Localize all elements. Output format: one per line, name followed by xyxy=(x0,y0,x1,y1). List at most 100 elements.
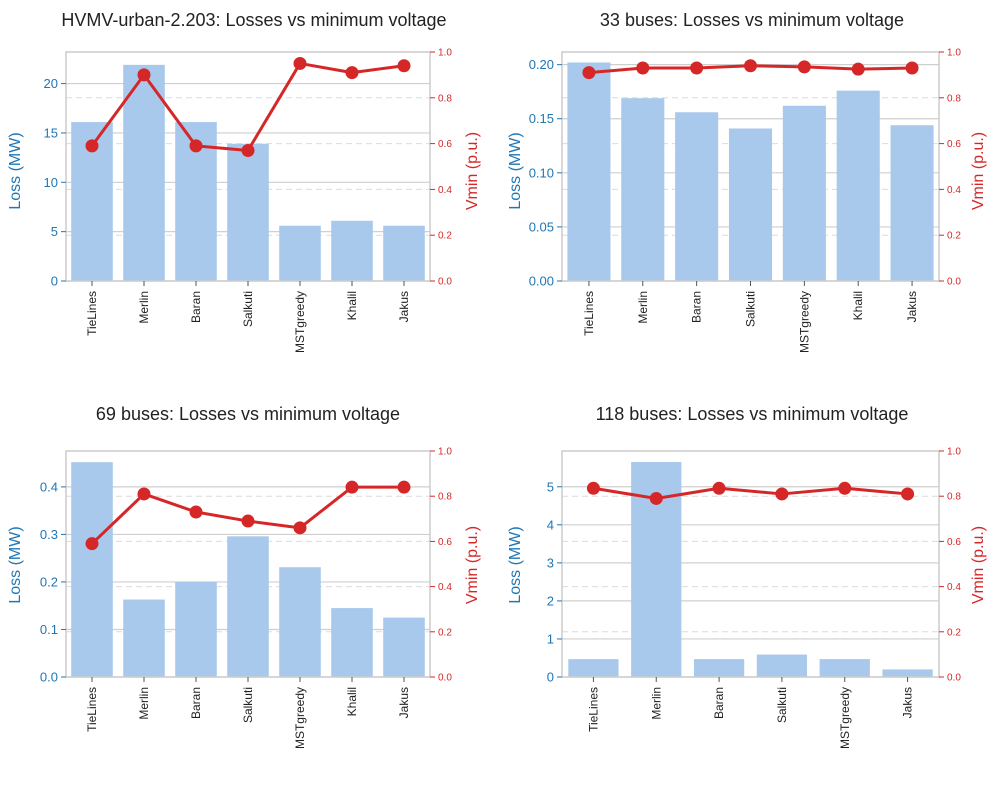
tick-label-vmin: 1.0 xyxy=(438,48,452,59)
loss-bar xyxy=(279,567,321,677)
tick-label-vmin: 0.6 xyxy=(438,537,452,548)
chart-panel-33-buses: 33 buses: Losses vs minimum voltage Loss… xyxy=(507,10,987,353)
category-label: Salkuti xyxy=(241,687,255,723)
chart-panel-69-buses: 69 buses: Losses vs minimum voltage Loss… xyxy=(7,404,481,749)
tick-label-loss: 15 xyxy=(44,125,58,140)
category-label: TieLines xyxy=(85,291,99,336)
y-axis-label-vmin: Vmin (p.u.) xyxy=(464,526,481,604)
tick-label-loss: 1 xyxy=(547,631,554,646)
vmin-point xyxy=(345,480,359,494)
loss-bar xyxy=(227,536,269,677)
tick-label-vmin: 0.6 xyxy=(947,537,961,548)
tick-label-vmin: 1.0 xyxy=(947,48,961,59)
vmin-point xyxy=(586,481,600,495)
vmin-point xyxy=(85,537,99,551)
y-axis-label-loss: Loss (MW) xyxy=(507,526,524,603)
loss-bar xyxy=(383,225,425,281)
tick-label-loss: 10 xyxy=(44,175,58,190)
loss-bar xyxy=(728,128,773,281)
tick-label-vmin: 1.0 xyxy=(438,447,452,458)
plot-frame xyxy=(561,450,940,678)
vmin-point xyxy=(293,521,307,535)
vmin-point xyxy=(838,481,852,495)
tick-label-loss: 0.0 xyxy=(40,670,58,685)
vmin-point xyxy=(345,66,359,80)
category-label: MSTgreedy xyxy=(797,291,811,353)
chart-title: 69 buses: Losses vs minimum voltage xyxy=(96,404,400,424)
tick-label-vmin: 0.2 xyxy=(438,231,452,242)
y-axis-label-vmin: Vmin (p.u.) xyxy=(970,526,987,604)
loss-bar xyxy=(693,659,745,677)
category-label: TieLines xyxy=(582,291,596,336)
tick-label-loss: 3 xyxy=(547,555,554,570)
tick-label-vmin: 0.6 xyxy=(438,139,452,150)
vmin-point xyxy=(636,61,650,75)
vmin-point xyxy=(582,66,596,80)
tick-label-vmin: 0.4 xyxy=(947,185,961,196)
category-label: Jakus xyxy=(901,687,915,718)
chart-panel-hvmv-urban: HVMV-urban-2.203: Losses vs minimum volt… xyxy=(7,10,481,353)
category-label: TieLines xyxy=(586,687,600,732)
category-label: MSTgreedy xyxy=(838,687,852,749)
vmin-point xyxy=(137,68,151,82)
y-axis-label-loss: Loss (MW) xyxy=(507,132,524,209)
vmin-point xyxy=(397,480,411,494)
vmin-point xyxy=(241,514,255,528)
vmin-point xyxy=(189,505,203,519)
category-label: Merlin xyxy=(649,687,663,720)
tick-label-vmin: 0.2 xyxy=(947,231,961,242)
tick-label-loss: 0.1 xyxy=(40,622,58,637)
tick-label-loss: 0.05 xyxy=(529,219,554,234)
tick-label-loss: 4 xyxy=(547,517,554,532)
vmin-point xyxy=(85,139,99,153)
tick-label-loss: 5 xyxy=(547,479,554,494)
chart-title: 118 buses: Losses vs minimum voltage xyxy=(596,404,909,424)
loss-bar xyxy=(123,64,165,281)
loss-bar xyxy=(882,669,933,677)
vmin-line xyxy=(593,486,908,500)
tick-label-loss: 20 xyxy=(44,76,58,91)
chart-title: HVMV-urban-2.203: Losses vs minimum volt… xyxy=(61,10,446,30)
vmin-point xyxy=(797,60,811,74)
tick-label-vmin: 0.4 xyxy=(438,185,452,196)
y-axis-label-loss: Loss (MW) xyxy=(7,132,24,209)
loss-bar xyxy=(567,62,611,282)
loss-bar xyxy=(836,90,880,281)
vmin-point xyxy=(137,487,151,501)
loss-bar xyxy=(819,659,870,677)
loss-bar xyxy=(756,654,808,677)
tick-label-vmin: 0.8 xyxy=(947,492,961,503)
category-label: Khalil xyxy=(345,687,359,716)
tick-label-loss: 0.20 xyxy=(529,57,554,72)
chart-panel-118-buses: 118 buses: Losses vs minimum voltage Los… xyxy=(507,404,987,749)
tick-label-loss: 0.10 xyxy=(529,165,554,180)
category-label: Khalil xyxy=(851,291,865,320)
tick-label-vmin: 0.4 xyxy=(947,582,961,593)
tick-label-vmin: 0.8 xyxy=(438,93,452,104)
vmin-point xyxy=(293,56,307,70)
category-label: Salkuti xyxy=(241,291,255,327)
tick-label-loss: 0 xyxy=(547,670,554,685)
y-axis-label-vmin: Vmin (p.u.) xyxy=(970,132,987,210)
category-label: Merlin xyxy=(137,687,151,720)
tick-label-loss: 0 xyxy=(51,274,58,289)
loss-bar xyxy=(782,105,826,282)
tick-label-vmin: 0.8 xyxy=(947,93,961,104)
loss-bar xyxy=(890,125,934,281)
tick-label-vmin: 1.0 xyxy=(947,447,961,458)
category-label: Salkuti xyxy=(744,291,758,327)
vmin-point xyxy=(397,59,411,73)
tick-label-loss: 0.2 xyxy=(40,574,58,589)
category-label: Baran xyxy=(712,687,726,719)
vmin-point xyxy=(901,487,915,501)
vmin-point xyxy=(189,139,203,153)
loss-bar xyxy=(123,599,165,677)
loss-bar xyxy=(331,220,373,281)
tick-label-vmin: 0.6 xyxy=(947,139,961,150)
tick-label-loss: 0.15 xyxy=(529,111,554,126)
category-label: Salkuti xyxy=(775,687,789,723)
category-label: MSTgreedy xyxy=(293,687,307,749)
loss-bar xyxy=(227,143,269,281)
tick-label-vmin: 0.2 xyxy=(438,627,452,638)
